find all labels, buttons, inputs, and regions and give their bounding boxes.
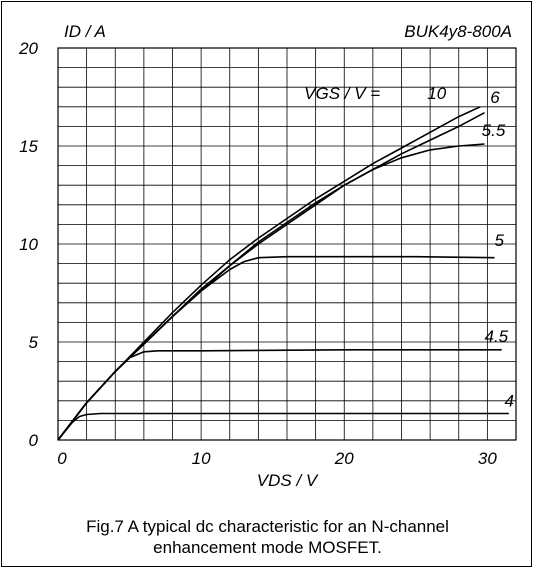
curve-label-vgs-5: 5 <box>495 231 505 250</box>
y-tick-label: 5 <box>29 333 39 352</box>
curve-vgs-4_5 <box>57 348 502 441</box>
caption-line-1: Fig.7 A typical dc characteristic for an… <box>86 517 449 536</box>
labels: ID / A BUK4y8-800A VDS / V VGS / V = 10 6 5.5 5… <box>64 22 514 490</box>
curve-vgs-4 <box>57 412 509 441</box>
x-tick-label: 10 <box>192 449 211 468</box>
grid <box>58 48 516 440</box>
y-tick-label: 15 <box>19 137 38 156</box>
curve-label-vgs-4: 4 <box>505 392 514 411</box>
curve-vgs-6 <box>57 111 485 441</box>
curve-label-vgs-5_5: 5.5 <box>482 121 506 140</box>
chart: 0 5 10 15 20 0 10 20 30 ID / A BUK4y8-800A VDS / V… <box>18 22 517 490</box>
y-tick-label: 0 <box>29 431 39 450</box>
curve-vgs-10 <box>57 106 481 441</box>
legend-label: VGS / V = <box>304 84 380 103</box>
x-axis-label: VDS / V <box>257 471 319 490</box>
curve-vgs-5 <box>57 255 495 441</box>
y-tick-label: 10 <box>19 235 38 254</box>
figure-caption: Fig.7 A typical dc characteristic for an… <box>0 516 535 558</box>
caption-line-2: enhancement mode MOSFET. <box>153 538 382 557</box>
device-label: BUK4y8-800A <box>404 22 512 41</box>
curve-label-vgs-4_5: 4.5 <box>485 327 509 346</box>
x-tick-label: 20 <box>334 449 354 468</box>
y-tick-label: 20 <box>18 39 38 58</box>
plot-border <box>57 47 517 441</box>
curve-label-vgs-6: 6 <box>490 88 500 107</box>
curves <box>57 106 509 441</box>
curve-label-vgs-10: 10 <box>427 84 446 103</box>
x-tick-label: 30 <box>478 449 497 468</box>
curve-vgs-5_5 <box>57 143 485 441</box>
y-axis-label: ID / A <box>64 22 106 41</box>
tick-labels: 0 5 10 15 20 0 10 20 30 <box>18 39 497 468</box>
x-tick-label: 0 <box>57 449 67 468</box>
